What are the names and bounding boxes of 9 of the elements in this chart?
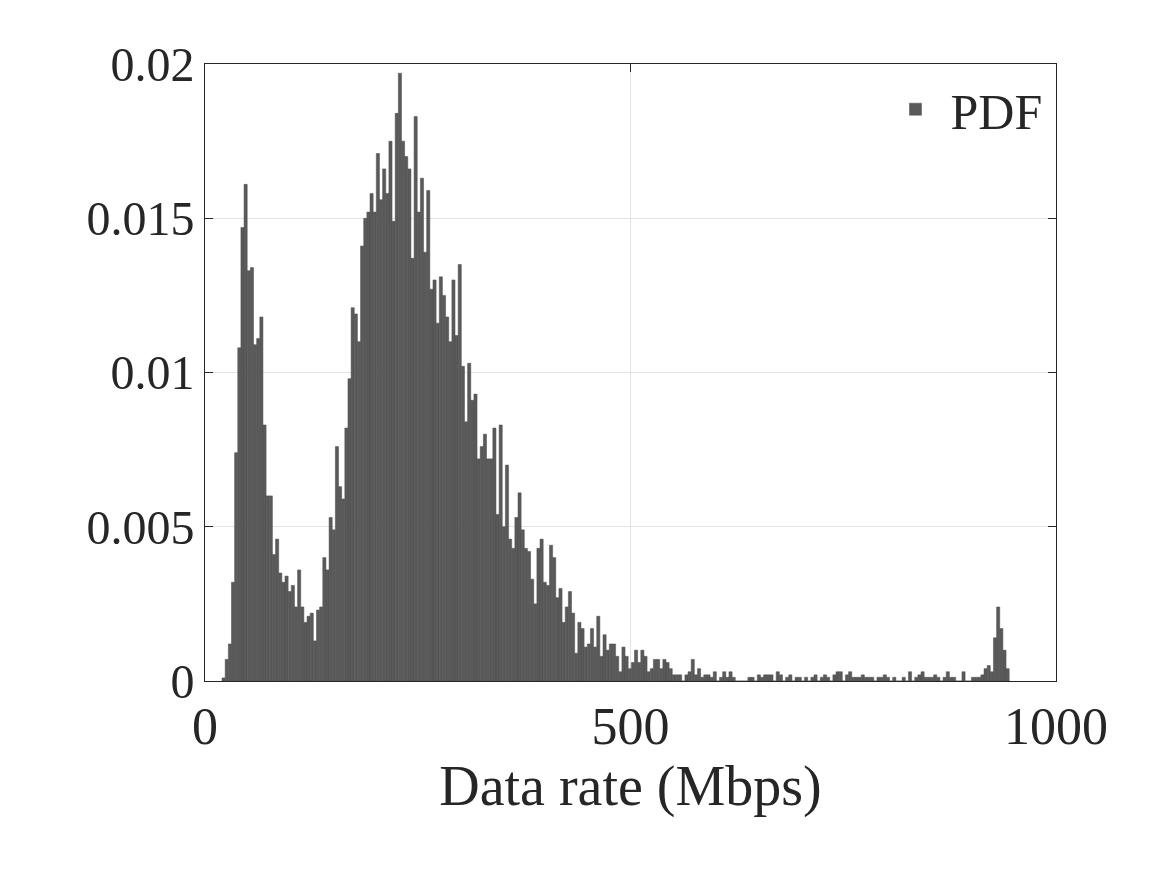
y-tick-label: 0.015 — [86, 192, 195, 246]
y-tick-label: 0 — [170, 654, 195, 708]
x-tick-label: 1000 — [1004, 698, 1108, 756]
x-axis-title: Data rate (Mbps) — [439, 755, 822, 819]
y-tick-label: 0.005 — [86, 500, 195, 554]
y-tick-label: 0.02 — [110, 37, 195, 91]
y-tick-label: 0.01 — [110, 346, 195, 400]
x-tick-label: 500 — [591, 698, 670, 756]
legend-label: PDF — [950, 83, 1043, 140]
